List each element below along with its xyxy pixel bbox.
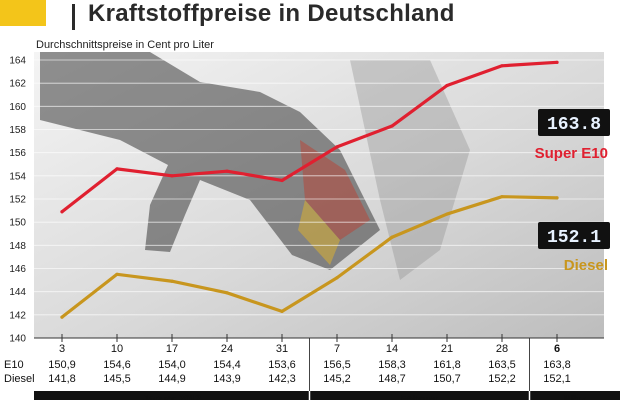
price-display-e10: [538, 109, 610, 136]
data-point-diesel: [390, 235, 394, 239]
title-divider: [72, 4, 75, 30]
data-point-e10: [225, 169, 229, 173]
x-tick-label: 17: [166, 343, 178, 355]
data-point-diesel: [335, 276, 339, 280]
data-label-e10: 153,6: [268, 359, 296, 371]
y-tick-label: 150: [9, 218, 26, 229]
data-label-diesel: 144,9: [158, 373, 186, 385]
data-point-e10: [390, 124, 394, 128]
data-point-diesel: [170, 279, 174, 283]
price-display-diesel: [538, 222, 610, 249]
y-tick-label: 154: [9, 171, 26, 182]
month-label: Januar 2012: [143, 394, 201, 400]
data-label-diesel: 152,2: [488, 373, 516, 385]
data-point-diesel: [115, 272, 119, 276]
data-point-e10: [555, 60, 559, 64]
data-label-e10: 154,0: [158, 359, 186, 371]
data-point-e10: [280, 178, 284, 183]
x-tick-label: 21: [441, 343, 453, 355]
x-tick-label: 14: [386, 343, 398, 355]
y-tick-label: 160: [9, 102, 26, 113]
data-label-diesel: 143,9: [213, 373, 241, 385]
data-point-diesel: [445, 212, 449, 216]
data-label-e10: 154,4: [213, 359, 241, 371]
data-point-diesel: [225, 291, 229, 295]
x-tick-label: 10: [111, 343, 123, 355]
y-tick-label: 152: [9, 195, 26, 206]
row-label-e10: E10: [4, 359, 24, 371]
data-label-diesel: 148,7: [378, 373, 406, 385]
x-tick-label: 31: [276, 343, 288, 355]
chart-subtitle: Durchschnittspreise in Cent pro Liter: [36, 39, 214, 51]
data-point-e10: [500, 64, 504, 68]
y-tick-label: 162: [9, 79, 26, 90]
x-tick-label: 6: [554, 343, 560, 355]
y-tick-label: 146: [9, 264, 26, 275]
y-tick-label: 148: [9, 241, 26, 252]
y-tick-label: 144: [9, 287, 26, 298]
data-label-e10: 154,6: [103, 359, 131, 371]
y-tick-label: 158: [9, 125, 26, 136]
data-label-e10: 161,8: [433, 359, 461, 371]
data-label-e10: 163,8: [543, 359, 571, 371]
brand-block: [0, 0, 46, 26]
data-label-e10: 163,5: [488, 359, 516, 371]
data-point-e10: [170, 174, 174, 178]
x-tick-label: 7: [334, 343, 340, 355]
data-label-diesel: 145,5: [103, 373, 131, 385]
y-tick-label: 140: [9, 334, 26, 345]
price-display-value: 163.8: [547, 115, 601, 135]
month-label: März: [563, 394, 586, 400]
y-tick-label: 164: [9, 56, 26, 67]
data-label-diesel: 141,8: [48, 373, 76, 385]
nozzle-flag-red: [300, 140, 370, 240]
series-label-e10: Super E10: [535, 145, 608, 162]
x-tick-label: 24: [221, 343, 233, 355]
data-label-diesel: 150,7: [433, 373, 461, 385]
series-label-diesel: Diesel: [564, 257, 608, 274]
data-label-e10: 158,3: [378, 359, 406, 371]
row-label-diesel: Diesel: [4, 373, 35, 385]
pump-picture: [350, 60, 470, 280]
page-title: Kraftstoffpreise in Deutschland: [88, 0, 455, 27]
x-tick-label: 28: [496, 343, 508, 355]
month-bar: [34, 391, 620, 400]
data-label-diesel: 145,2: [323, 373, 351, 385]
data-point-e10: [60, 210, 64, 214]
data-point-diesel: [555, 196, 559, 200]
price-display-value: 152.1: [547, 228, 601, 248]
data-label-diesel: 142,3: [268, 373, 296, 385]
data-label-e10: 156,5: [323, 359, 351, 371]
data-point-diesel: [60, 315, 64, 319]
data-label-diesel: 152,1: [543, 373, 571, 385]
y-tick-label: 142: [9, 310, 26, 321]
series-line-e10: [60, 60, 559, 214]
data-point-e10: [115, 167, 119, 171]
x-tick-label: 3: [59, 343, 65, 355]
data-point-diesel: [280, 309, 284, 313]
y-tick-label: 156: [9, 148, 26, 159]
data-point-e10: [445, 83, 449, 88]
series-line-diesel: [60, 195, 559, 319]
data-label-e10: 150,9: [48, 359, 76, 371]
nozzle-flag-gold: [298, 200, 340, 265]
data-point-diesel: [500, 195, 504, 199]
month-label: Februar: [401, 394, 438, 400]
data-point-e10: [335, 145, 339, 149]
